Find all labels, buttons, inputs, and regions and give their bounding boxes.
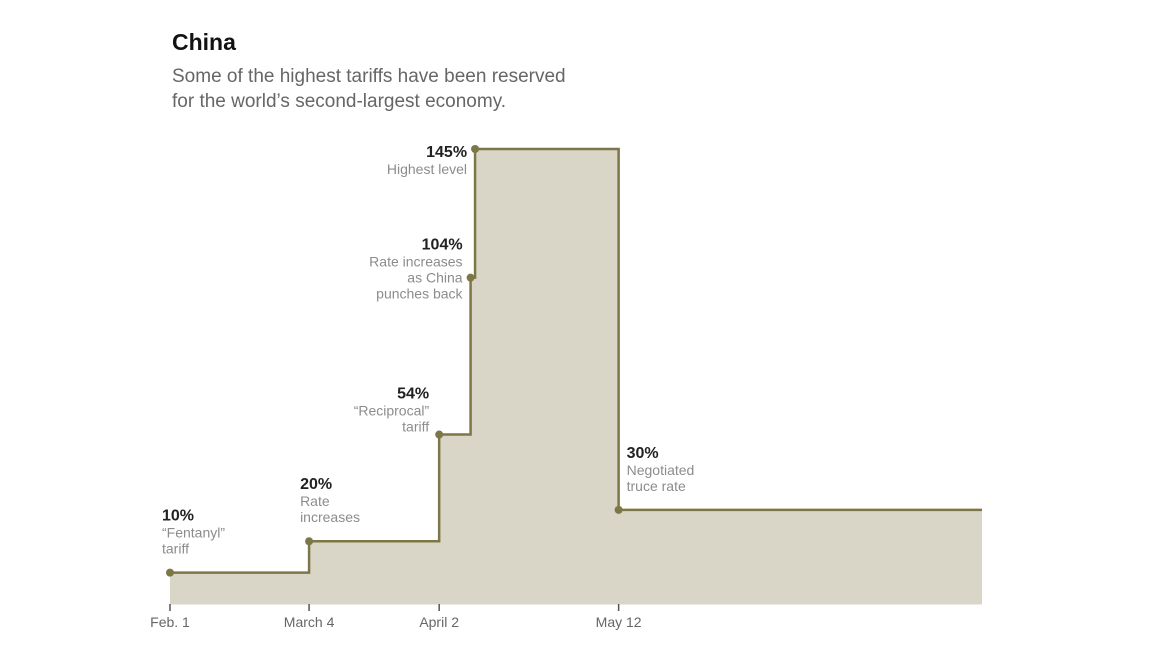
annotation-value: 145%: [426, 144, 467, 161]
subtitle-line-1: Some of the highest tariffs have been re…: [172, 66, 566, 87]
data-point: [466, 273, 475, 282]
annotation-label: as China: [407, 270, 462, 286]
x-tick-label: Feb. 1: [150, 614, 190, 630]
annotations: 10%“Fentanyl”tariff20%Rateincreases54%“R…: [162, 144, 694, 557]
annotation: 10%“Fentanyl”tariff: [162, 508, 225, 557]
data-point: [305, 537, 314, 546]
data-point: [614, 505, 623, 514]
annotation: 145%Highest level: [387, 144, 467, 177]
annotation-label: punches back: [376, 286, 463, 302]
data-point: [435, 430, 444, 439]
x-tick-label: April 2: [419, 614, 459, 630]
data-point: [166, 568, 174, 577]
annotation-value: 54%: [397, 386, 429, 403]
chart-title: China: [172, 29, 236, 55]
x-tick-label: March 4: [284, 614, 335, 630]
annotation-label: Highest level: [387, 161, 467, 177]
annotation-value: 20%: [300, 476, 332, 493]
annotation-label: increases: [300, 509, 360, 525]
annotation-label: “Fentanyl”: [162, 525, 225, 541]
chart-subtitle: Some of the highest tariffs have been re…: [172, 64, 632, 114]
tariff-area: [170, 149, 982, 604]
annotation-label: Rate increases: [369, 254, 462, 270]
x-tick-label: May 12: [596, 614, 642, 630]
annotation-label: truce rate: [627, 478, 686, 494]
annotation-label: “Reciprocal”: [354, 403, 430, 419]
data-points: [166, 145, 623, 577]
annotation-value: 10%: [162, 508, 194, 525]
annotation-label: Negotiated: [627, 462, 695, 478]
annotation: 54%“Reciprocal”tariff: [354, 386, 430, 435]
annotation-label: tariff: [402, 419, 429, 435]
annotation-label: tariff: [162, 541, 189, 557]
annotation-label: Rate: [300, 493, 330, 509]
tariff-step-line: [170, 147, 982, 574]
annotation-value: 104%: [422, 237, 463, 254]
data-point: [471, 145, 480, 153]
annotation-value: 30%: [627, 445, 659, 462]
x-axis-ticks: Feb. 1 March 4 April 2 May 12: [150, 604, 642, 630]
subtitle-line-2: for the world’s second-largest economy.: [172, 91, 507, 112]
